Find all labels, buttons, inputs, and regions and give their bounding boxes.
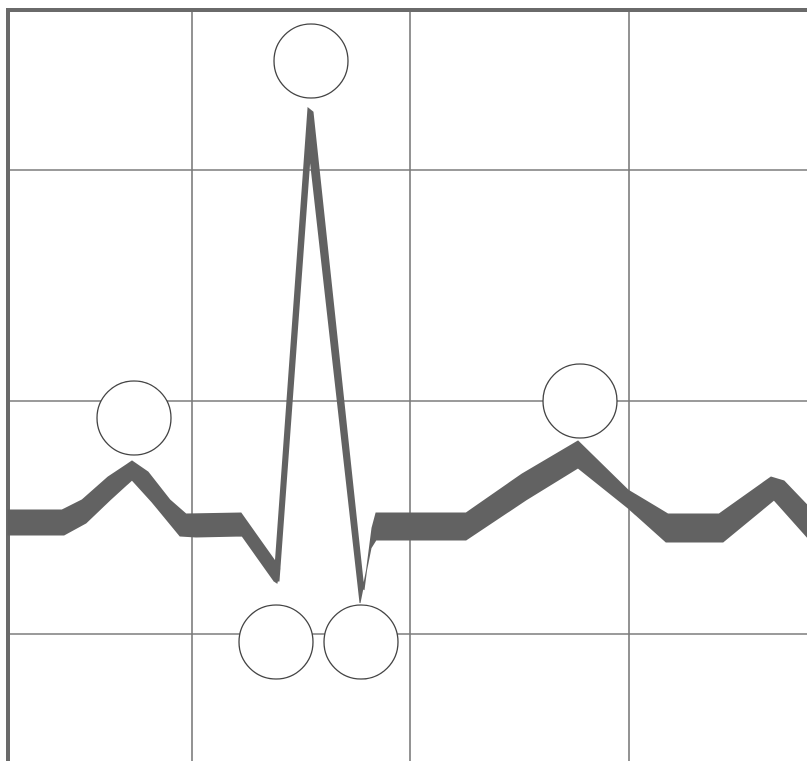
ecg-trace-qrs bbox=[273, 107, 807, 604]
r-wave-label-circle bbox=[273, 23, 349, 99]
wave-labels bbox=[96, 23, 618, 680]
t-wave-label-circle bbox=[542, 363, 618, 439]
s-wave-label-circle bbox=[323, 604, 399, 680]
q-wave-label-circle bbox=[238, 604, 314, 680]
ecg-trace bbox=[7, 460, 281, 584]
p-wave-label-circle bbox=[96, 380, 172, 456]
frame bbox=[6, 8, 807, 761]
